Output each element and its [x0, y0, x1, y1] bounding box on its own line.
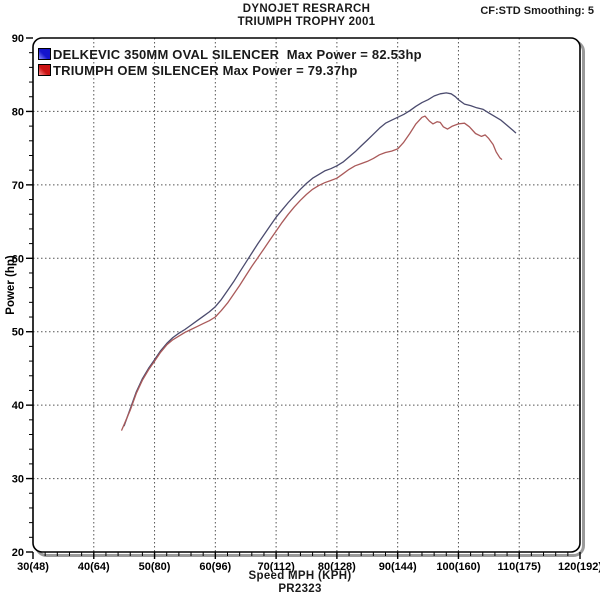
x-axis-label: Speed MPH (KPH) [248, 570, 352, 582]
legend-item-delkevic: DELKEVIC 350MM OVAL SILENCER Max Power =… [38, 46, 422, 62]
x-tick-label: 70(112) [257, 561, 295, 573]
y-axis-label: Power (hp) [5, 255, 17, 315]
plot-border [32, 37, 581, 553]
plot-frame-shadow [33, 38, 585, 557]
legend: DELKEVIC 350MM OVAL SILENCER Max Power =… [38, 46, 422, 78]
y-tick-label: 40 [12, 400, 24, 412]
gridlines [33, 38, 580, 552]
x-tick-label: 100(160) [436, 561, 480, 573]
x-tick-label: 110(175) [498, 561, 542, 573]
y-tick-label: 50 [12, 327, 24, 339]
x-tick-label: 50(80) [139, 561, 171, 573]
legend-label-delkevic: DELKEVIC 350MM OVAL SILENCER Max Power =… [53, 46, 422, 62]
x-tick-label: 40(64) [78, 561, 110, 573]
legend-item-triumph-oem: TRIUMPH OEM SILENCER Max Power = 79.37hp [38, 62, 422, 78]
y-tick-label: 70 [12, 180, 24, 192]
power-curves [121, 92, 517, 431]
delkevic-power-curve [123, 92, 517, 427]
y-tick-label: 20 [12, 547, 24, 559]
chart-subtitle: TRIUMPH TROPHY 2001 [237, 16, 376, 28]
run-id: PR2323 [278, 583, 322, 595]
x-tick-label: 120(192) [558, 561, 600, 573]
correction-smoothing-info: CF:STD Smoothing: 5 [480, 5, 594, 17]
axis-tick-labels: 30(48) 40(64) 50(80) 60(96) 70(112) 80(128) 90… [12, 33, 600, 573]
y-tick-label: 80 [12, 106, 24, 118]
plot-frame [32, 37, 581, 553]
y-tick-label: 30 [12, 474, 24, 486]
red-series-swatch-icon [38, 64, 51, 76]
blue-series-swatch-icon [38, 48, 51, 60]
triumph-oem-power-curve [121, 115, 503, 431]
y-tick-label: 60 [12, 253, 24, 265]
x-tick-label: 90(144) [379, 561, 417, 573]
x-tick-label: 60(96) [199, 561, 231, 573]
plot-background [33, 38, 580, 552]
x-tick-label: 30(48) [17, 561, 49, 573]
chart-title: DYNOJET RESRARCH [242, 3, 371, 15]
x-tick-label: 80(128) [318, 561, 356, 573]
legend-label-triumph-oem: TRIUMPH OEM SILENCER Max Power = 79.37hp [53, 62, 358, 78]
y-tick-label: 90 [12, 33, 24, 45]
